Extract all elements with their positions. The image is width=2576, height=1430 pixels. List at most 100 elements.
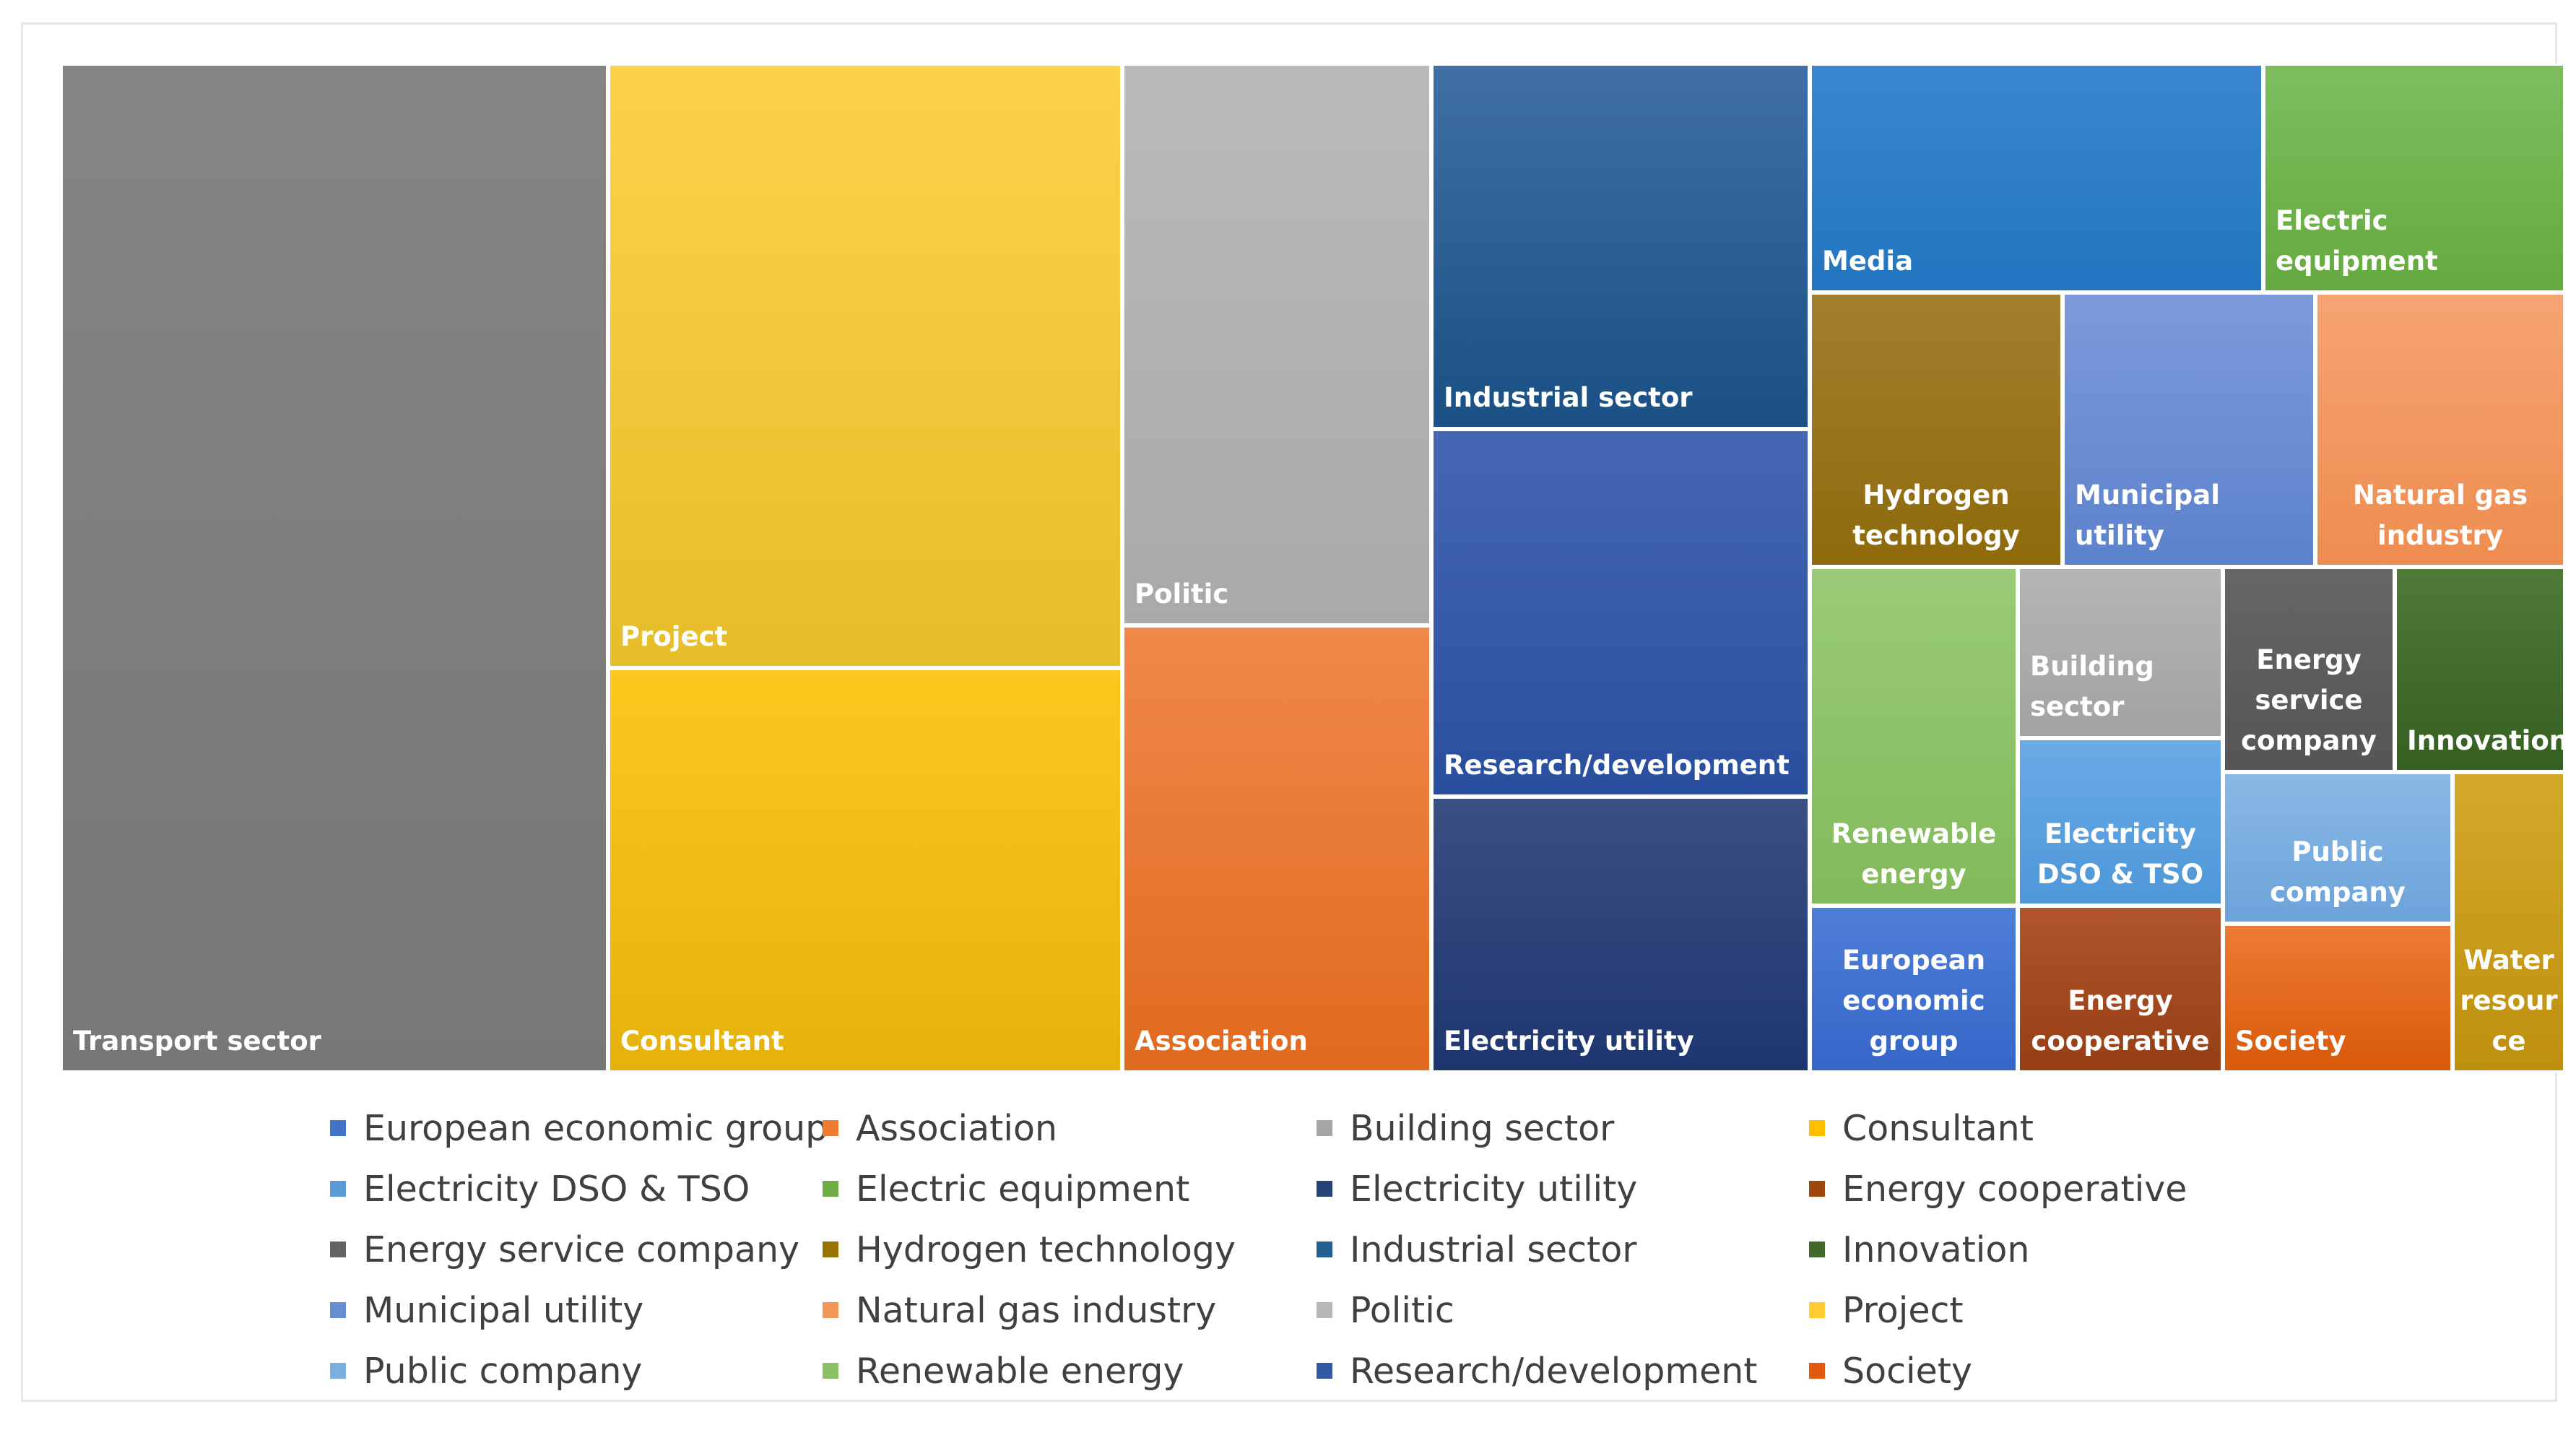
legend-swatch (330, 1120, 346, 1136)
chart-frame: Transport sector Project Consultant Poli… (21, 22, 2568, 1402)
legend-item: Association (823, 1099, 1057, 1157)
tile-public-company: Public company (2223, 772, 2453, 924)
tile-label: Natural gas industry (2352, 480, 2528, 551)
tile-label: Electric equipment (2276, 205, 2438, 277)
tile-water-resource: Water resour ce (2453, 772, 2565, 1072)
legend-item: Public company (330, 1342, 642, 1400)
tile-label: Energy service company (2241, 644, 2377, 756)
tile-electric-equipment: Electric equipment (2263, 64, 2565, 292)
legend-swatch (1809, 1120, 1825, 1136)
legend-swatch (823, 1242, 838, 1257)
legend: European economic group Association Buildi… (330, 1099, 2424, 1410)
tile-label: Public company (2270, 836, 2406, 908)
legend-item: Electric equipment (823, 1160, 1189, 1218)
legend-swatch (1809, 1242, 1825, 1257)
tile-label: European economic group (1842, 945, 1986, 1057)
legend-label: Electric equipment (856, 1168, 1190, 1210)
legend-item: Natural gas industry (823, 1281, 1216, 1339)
legend-item: Politic (1317, 1281, 1454, 1339)
tile-label: Consultant (620, 1026, 784, 1057)
tile-label: Industrial sector (1444, 382, 1693, 413)
legend-item: Building sector (1317, 1099, 1614, 1157)
tile-industrial-sector: Industrial sector (1431, 64, 1810, 429)
tile-building-sector: Building sector (2018, 567, 2223, 738)
legend-swatch (330, 1302, 346, 1318)
tile-label: Media (1822, 246, 1914, 277)
tile-label: Transport sector (73, 1026, 321, 1057)
tile-label: Project (620, 621, 728, 652)
treemap: Transport sector Project Consultant Poli… (61, 64, 2569, 1072)
legend-swatch (330, 1242, 346, 1257)
legend-label: Project (1842, 1289, 1964, 1331)
tile-label: Hydrogen technology (1852, 480, 2020, 551)
legend-item: Electricity DSO & TSO (330, 1160, 750, 1218)
legend-label: Energy service company (363, 1228, 800, 1270)
legend-label: Energy cooperative (1842, 1168, 2187, 1210)
legend-item: Energy cooperative (1809, 1160, 2187, 1218)
legend-label: Research/development (1350, 1350, 1758, 1392)
legend-item: Innovation (1809, 1221, 2029, 1278)
legend-label: Electricity DSO & TSO (363, 1168, 750, 1210)
legend-swatch (1317, 1363, 1332, 1379)
tile-hydrogen-technology: Hydrogen technology (1810, 292, 2063, 567)
legend-swatch (330, 1363, 346, 1379)
tile-project: Project (608, 64, 1122, 668)
tile-research-development: Research/development (1431, 429, 1810, 797)
tile-renewable-energy: Renewable energy (1810, 567, 2018, 906)
legend-swatch (823, 1181, 838, 1197)
legend-swatch (330, 1181, 346, 1197)
legend-swatch (1317, 1181, 1332, 1197)
legend-swatch (823, 1363, 838, 1379)
tile-label: Innovation (2407, 725, 2569, 756)
legend-swatch (1809, 1181, 1825, 1197)
tile-transport-sector: Transport sector (61, 64, 608, 1072)
legend-label: Natural gas industry (856, 1289, 1217, 1331)
legend-item: Hydrogen technology (823, 1221, 1236, 1278)
legend-swatch (823, 1120, 838, 1136)
legend-item: Research/development (1317, 1342, 1758, 1400)
tile-european-economic-group: European economic group (1810, 906, 2018, 1072)
legend-label: Politic (1350, 1289, 1454, 1331)
legend-item: Municipal utility (330, 1281, 643, 1339)
tile-label: Research/development (1444, 750, 1790, 781)
tile-electricity-dso-tso: Electricity DSO & TSO (2018, 738, 2223, 906)
legend-label: Electricity utility (1350, 1168, 1638, 1210)
legend-item: Electricity utility (1317, 1160, 1637, 1218)
legend-label: Consultant (1842, 1107, 2034, 1149)
tile-consultant: Consultant (608, 668, 1122, 1072)
legend-swatch (1317, 1120, 1332, 1136)
tile-politic: Politic (1122, 64, 1431, 625)
tile-label: Electricity utility (1444, 1026, 1694, 1057)
tile-label: Association (1135, 1026, 1308, 1057)
tile-municipal-utility: Municipal utility (2063, 292, 2315, 567)
tile-label: Municipal utility (2075, 480, 2220, 551)
legend-label: Association (856, 1107, 1057, 1149)
legend-label: European economic group (363, 1107, 828, 1149)
tile-society: Society (2223, 924, 2453, 1072)
legend-label: Municipal utility (363, 1289, 644, 1331)
legend-swatch (1809, 1363, 1825, 1379)
legend-swatch (1317, 1242, 1332, 1257)
legend-item: Renewable energy (823, 1342, 1184, 1400)
legend-item: Industrial sector (1317, 1221, 1636, 1278)
tile-energy-cooperative: Energy cooperative (2018, 906, 2223, 1072)
legend-swatch (823, 1302, 838, 1318)
tile-label: Electricity DSO & TSO (2037, 818, 2204, 890)
legend-label: Innovation (1842, 1228, 2030, 1270)
legend-label: Society (1842, 1350, 1972, 1392)
tile-association: Association (1122, 625, 1431, 1072)
legend-item: European economic group (330, 1099, 828, 1157)
tile-label: Water resour ce (2460, 945, 2558, 1057)
legend-swatch (1809, 1302, 1825, 1318)
legend-swatch (1317, 1302, 1332, 1318)
tile-label: Building sector (2030, 651, 2154, 722)
tile-label: Society (2235, 1026, 2346, 1057)
legend-item: Society (1809, 1342, 1972, 1400)
legend-item: Energy service company (330, 1221, 799, 1278)
legend-label: Renewable energy (856, 1350, 1184, 1392)
tile-media: Media (1810, 64, 2263, 292)
legend-item: Project (1809, 1281, 1964, 1339)
tile-energy-service-company: Energy service company (2223, 567, 2395, 772)
legend-item: Consultant (1809, 1099, 2034, 1157)
legend-label: Building sector (1350, 1107, 1615, 1149)
